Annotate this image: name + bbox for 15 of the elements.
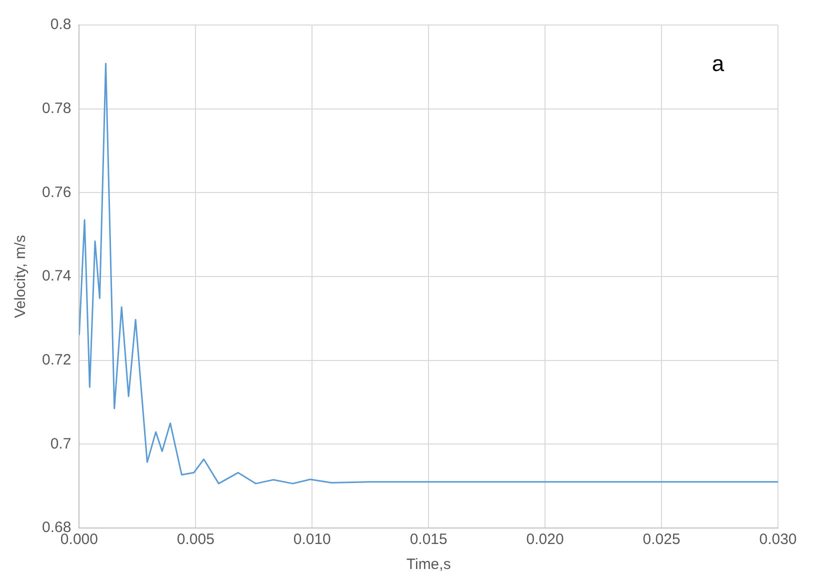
x-tick-label: 0.030	[759, 531, 797, 548]
x-tick-label: 0.010	[293, 531, 331, 548]
annotation: a	[712, 51, 725, 76]
x-tick-label: 0.020	[526, 531, 564, 548]
y-tick-label: 0.8	[50, 16, 72, 34]
x-tick-label: 0.005	[176, 531, 214, 548]
y-tick-label: 0.78	[42, 100, 72, 117]
y-tick-label: 0.72	[42, 351, 72, 368]
x-axis-title: Time,s	[406, 556, 451, 574]
x-tick-label: 0.015	[410, 531, 448, 548]
y-tick-label: 0.74	[42, 268, 72, 285]
y-tick-label: 0.7	[50, 435, 72, 452]
y-axis-title: Velocity, m/s	[12, 234, 30, 318]
y-tick-label: 0.76	[42, 184, 72, 201]
x-tick-label: 0.025	[642, 531, 680, 548]
